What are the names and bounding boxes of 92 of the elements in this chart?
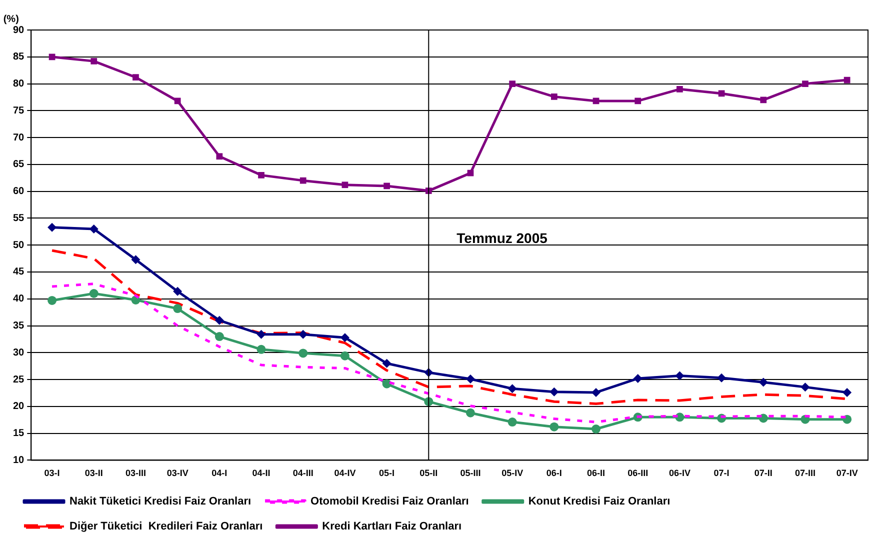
point bbox=[802, 80, 808, 87]
legend-label: Diğer Tüketici Kredileri Faiz Oranları bbox=[70, 520, 263, 533]
y-tick-label: 45 bbox=[13, 266, 25, 278]
x-tick-label: 03-III bbox=[125, 468, 146, 478]
y-axis-title: (%) bbox=[3, 14, 19, 25]
point bbox=[214, 332, 224, 342]
x-tick-label: 04-II bbox=[252, 468, 270, 478]
point bbox=[300, 177, 306, 184]
y-tick-label: 65 bbox=[13, 159, 25, 170]
y-tick-label: 60 bbox=[13, 186, 25, 198]
point bbox=[216, 153, 223, 160]
point bbox=[340, 351, 350, 360]
y-tick-label: 55 bbox=[13, 212, 25, 224]
point bbox=[633, 374, 642, 383]
y-tick-label: 70 bbox=[13, 132, 25, 144]
point bbox=[760, 96, 767, 104]
legend-label: Otomobil Kredisi Faiz Oranları bbox=[310, 496, 469, 508]
y-tick-label: 80 bbox=[13, 78, 25, 90]
point bbox=[592, 388, 601, 397]
x-tick-label: 06-II bbox=[587, 468, 606, 478]
legend-label: Kredi Kartları Faiz Oranları bbox=[322, 520, 462, 533]
x-tick-label: 07-IV bbox=[836, 468, 858, 478]
y-tick-label: 10 bbox=[13, 454, 25, 466]
y-tick-label: 90 bbox=[13, 24, 25, 36]
point bbox=[466, 408, 475, 418]
point bbox=[550, 94, 558, 100]
point bbox=[842, 414, 852, 424]
point bbox=[131, 255, 140, 264]
point bbox=[256, 330, 266, 339]
point bbox=[48, 222, 57, 232]
x-tick-label: 05-II bbox=[420, 468, 438, 478]
point bbox=[675, 371, 684, 380]
point bbox=[844, 76, 850, 84]
x-tick-label: 03-I bbox=[44, 468, 60, 478]
x-tick-label: 04-IV bbox=[334, 468, 356, 478]
point bbox=[550, 422, 559, 432]
x-tick-label: 07-I bbox=[714, 468, 730, 478]
x-tick-label: 05-I bbox=[379, 468, 395, 478]
point bbox=[48, 54, 56, 60]
y-tick-label: 25 bbox=[13, 374, 25, 386]
point bbox=[676, 86, 683, 92]
y-tick-label: 15 bbox=[13, 428, 25, 440]
point bbox=[340, 333, 350, 342]
point bbox=[48, 296, 57, 305]
point bbox=[174, 98, 181, 104]
point bbox=[550, 387, 559, 396]
x-tick-label: 04-I bbox=[212, 468, 228, 478]
point bbox=[90, 58, 98, 64]
y-tick-label: 20 bbox=[13, 401, 25, 412]
y-tick-label: 50 bbox=[13, 240, 25, 251]
point bbox=[800, 382, 810, 392]
point bbox=[758, 378, 768, 387]
x-tick-label: 05-III bbox=[460, 468, 481, 478]
point bbox=[508, 418, 517, 427]
point bbox=[508, 384, 517, 394]
ref-line-label: Temmuz 2005 bbox=[456, 230, 548, 246]
y-tick-label: 35 bbox=[13, 320, 25, 332]
point bbox=[256, 344, 266, 354]
point bbox=[382, 358, 392, 368]
point bbox=[634, 98, 642, 104]
point bbox=[89, 289, 98, 298]
point bbox=[466, 374, 475, 384]
y-tick-label: 30 bbox=[13, 347, 25, 358]
y-tick-label: 85 bbox=[13, 52, 25, 63]
x-tick-label: 06-III bbox=[628, 468, 648, 478]
legend-label: Nakit Tüketici Kredisi Faiz Oranları bbox=[70, 496, 252, 508]
point bbox=[592, 424, 601, 434]
x-tick-label: 06-I bbox=[546, 468, 562, 478]
point bbox=[717, 373, 726, 382]
x-tick-label: 05-IV bbox=[502, 468, 524, 478]
y-tick-label: 40 bbox=[13, 294, 25, 305]
x-tick-label: 07-III bbox=[794, 468, 816, 478]
point bbox=[258, 172, 264, 178]
x-tick-label: 04-III bbox=[292, 468, 314, 478]
x-tick-label: 07-II bbox=[754, 468, 772, 478]
point bbox=[342, 182, 348, 188]
point bbox=[509, 80, 516, 87]
x-tick-label: 03-IV bbox=[166, 468, 188, 478]
point bbox=[132, 74, 139, 81]
point bbox=[842, 388, 852, 397]
x-tick-label: 06-IV bbox=[668, 468, 690, 478]
point bbox=[214, 316, 224, 325]
point bbox=[173, 304, 182, 314]
point bbox=[298, 348, 308, 358]
point bbox=[89, 224, 98, 234]
y-tick-label: 75 bbox=[13, 105, 25, 116]
point bbox=[298, 330, 308, 339]
point bbox=[382, 379, 392, 388]
legend-label: Konut Kredisi Faiz Oranları bbox=[528, 496, 670, 508]
point bbox=[173, 286, 182, 296]
point bbox=[384, 182, 390, 190]
x-tick-label: 03-II bbox=[84, 468, 103, 478]
